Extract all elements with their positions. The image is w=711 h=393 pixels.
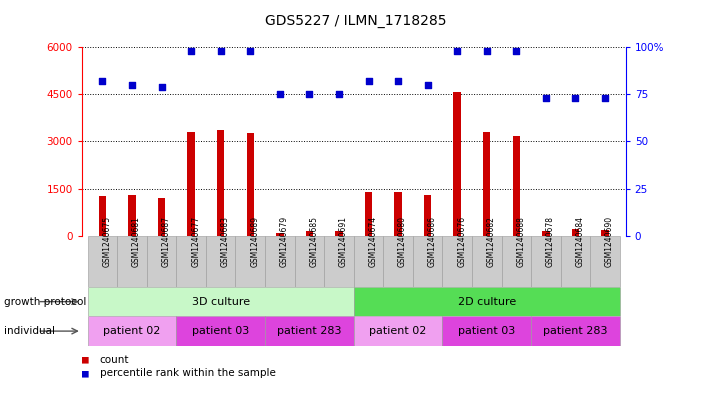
Point xyxy=(481,48,493,54)
Point xyxy=(510,48,522,54)
Text: percentile rank within the sample: percentile rank within the sample xyxy=(100,368,275,378)
Bar xyxy=(531,316,620,346)
Text: GSM1240684: GSM1240684 xyxy=(575,217,584,267)
Text: 2D culture: 2D culture xyxy=(458,297,516,307)
Bar xyxy=(542,231,550,236)
Text: individual: individual xyxy=(4,326,55,336)
Text: GSM1240682: GSM1240682 xyxy=(487,217,496,267)
Bar xyxy=(176,316,265,346)
Bar xyxy=(561,236,590,287)
Bar xyxy=(513,136,520,236)
Text: patient 03: patient 03 xyxy=(458,326,515,336)
Bar xyxy=(531,236,561,287)
Point xyxy=(392,78,404,84)
Bar xyxy=(206,236,235,287)
Text: GSM1240674: GSM1240674 xyxy=(368,217,378,268)
Text: GSM1240687: GSM1240687 xyxy=(161,217,171,267)
Text: patient 02: patient 02 xyxy=(103,326,161,336)
Bar xyxy=(158,198,165,236)
Text: count: count xyxy=(100,354,129,365)
Bar xyxy=(265,236,294,287)
Bar xyxy=(176,236,206,287)
Text: GSM1240679: GSM1240679 xyxy=(280,217,289,268)
Text: ■: ■ xyxy=(82,354,88,365)
Bar xyxy=(87,287,353,316)
Point xyxy=(304,91,315,97)
Bar xyxy=(572,229,579,236)
Point xyxy=(333,91,345,97)
Text: GSM1240680: GSM1240680 xyxy=(398,217,407,267)
Text: GSM1240676: GSM1240676 xyxy=(457,217,466,268)
Bar xyxy=(454,92,461,236)
Point xyxy=(363,78,374,84)
Point xyxy=(156,84,167,90)
Text: GSM1240688: GSM1240688 xyxy=(516,217,525,267)
Text: GSM1240683: GSM1240683 xyxy=(220,217,230,267)
Text: patient 283: patient 283 xyxy=(277,326,341,336)
Bar xyxy=(590,236,620,287)
Bar xyxy=(117,236,146,287)
Text: GSM1240690: GSM1240690 xyxy=(605,217,614,268)
Bar xyxy=(354,236,383,287)
Bar xyxy=(483,132,491,236)
Text: GSM1240686: GSM1240686 xyxy=(427,217,437,267)
Bar xyxy=(365,193,372,236)
Bar xyxy=(306,231,313,236)
Bar xyxy=(383,236,413,287)
Point xyxy=(245,48,256,54)
Text: patient 283: patient 283 xyxy=(543,326,608,336)
Text: 3D culture: 3D culture xyxy=(192,297,250,307)
Bar xyxy=(265,316,354,346)
Text: GSM1240677: GSM1240677 xyxy=(191,217,200,268)
Text: GSM1240681: GSM1240681 xyxy=(132,217,141,267)
Point xyxy=(540,95,552,101)
Text: GDS5227 / ILMN_1718285: GDS5227 / ILMN_1718285 xyxy=(264,14,447,28)
Text: patient 02: patient 02 xyxy=(370,326,427,336)
Point xyxy=(186,48,197,54)
Bar xyxy=(247,133,254,236)
Bar xyxy=(336,231,343,236)
Point xyxy=(422,82,433,88)
Bar xyxy=(395,192,402,236)
Point xyxy=(274,91,286,97)
Bar xyxy=(87,316,176,346)
Bar xyxy=(354,287,620,316)
Point xyxy=(599,95,611,101)
Bar xyxy=(602,230,609,236)
Bar xyxy=(354,316,442,346)
Bar xyxy=(276,233,284,236)
Text: GSM1240689: GSM1240689 xyxy=(250,217,260,267)
Point xyxy=(451,48,463,54)
Bar xyxy=(128,195,136,236)
Bar xyxy=(99,196,106,236)
Point xyxy=(570,95,581,101)
Bar xyxy=(87,236,117,287)
Point xyxy=(97,78,108,84)
Bar xyxy=(235,236,265,287)
Bar xyxy=(413,236,442,287)
Text: patient 03: patient 03 xyxy=(192,326,250,336)
Text: ■: ■ xyxy=(82,368,88,378)
Bar xyxy=(442,236,472,287)
Bar xyxy=(472,236,501,287)
Bar xyxy=(146,236,176,287)
Text: growth protocol: growth protocol xyxy=(4,297,86,307)
Point xyxy=(215,48,226,54)
Point xyxy=(127,82,138,88)
Text: GSM1240675: GSM1240675 xyxy=(102,217,112,268)
Text: GSM1240685: GSM1240685 xyxy=(309,217,319,267)
Bar xyxy=(501,236,531,287)
Text: GSM1240691: GSM1240691 xyxy=(339,217,348,267)
Bar xyxy=(188,132,195,236)
Bar xyxy=(217,130,225,236)
Bar xyxy=(442,316,531,346)
Text: GSM1240678: GSM1240678 xyxy=(546,217,555,267)
Bar xyxy=(294,236,324,287)
Bar xyxy=(424,195,432,236)
Bar xyxy=(324,236,354,287)
